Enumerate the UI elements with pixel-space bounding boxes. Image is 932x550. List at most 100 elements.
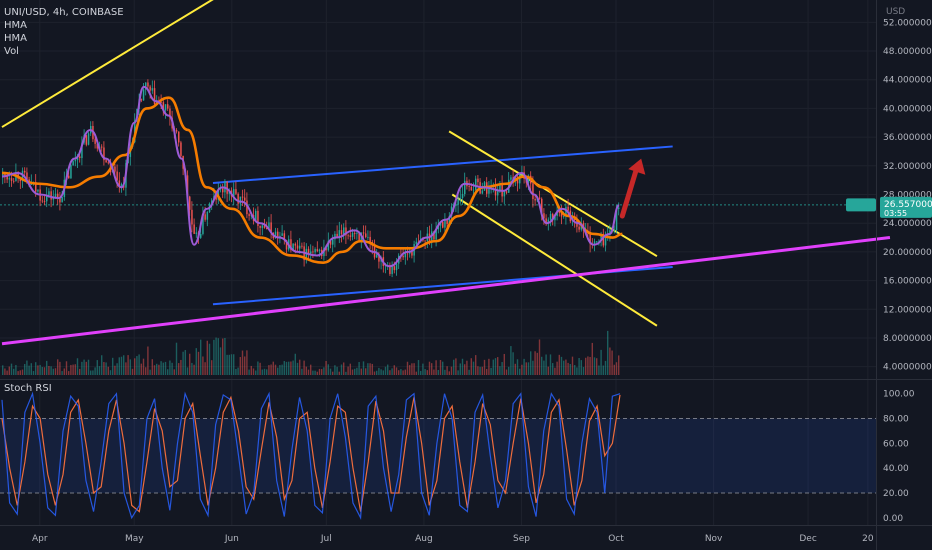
- time-tick-label: May: [125, 534, 144, 544]
- volume-bar: [61, 371, 63, 375]
- candle-body: [85, 135, 88, 145]
- volume-bar: [358, 362, 360, 375]
- volume-bar: [609, 347, 611, 375]
- volume-bar: [437, 369, 439, 375]
- indicator-hma-fast-label[interactable]: HMA: [4, 20, 27, 31]
- volume-bar: [534, 351, 536, 375]
- oscillator-axis[interactable]: 0.00 20.00 40.00 60.00 80.00 100.00: [883, 390, 915, 524]
- candle-body: [200, 233, 202, 238]
- volume-bar: [475, 355, 477, 375]
- volume-bar: [191, 362, 193, 375]
- candle-body: [191, 209, 193, 225]
- candle-body: [268, 222, 270, 230]
- arrow-head: [628, 158, 646, 175]
- volume-bar: [50, 366, 52, 375]
- volume-bar: [490, 367, 492, 375]
- volume-bar: [169, 360, 171, 375]
- candle-body: [343, 227, 345, 235]
- volume-bar: [292, 360, 294, 375]
- candle-body: [180, 142, 182, 156]
- price-tick-label: 40.00000000: [883, 104, 932, 114]
- price-axis[interactable]: 4.00000000 8.00000000 12.00000000 16.000000…: [883, 18, 932, 372]
- candle-body: [604, 237, 607, 246]
- volume-bar: [499, 366, 501, 375]
- stoch-tick-label: 80.00: [883, 415, 909, 425]
- volume-bar: [250, 365, 252, 375]
- candle-body: [613, 230, 616, 231]
- stoch-rsi-label[interactable]: Stoch RSI: [4, 383, 52, 394]
- volume-bar: [431, 363, 433, 375]
- volume-bar: [211, 360, 213, 375]
- candle-body: [618, 207, 620, 209]
- volume-bar: [235, 368, 237, 375]
- volume-bar: [600, 349, 602, 375]
- volume-bar: [30, 363, 32, 375]
- time-tick-label: Jul: [320, 534, 332, 544]
- volume-bar: [189, 353, 191, 375]
- volume-bar: [444, 369, 446, 375]
- volume-bar: [288, 361, 290, 375]
- candle-body: [433, 231, 435, 240]
- volume-bar: [213, 339, 215, 375]
- candle-body: [450, 206, 453, 216]
- volume-bar: [107, 366, 109, 375]
- candle-body: [41, 200, 44, 202]
- indicator-volume-label[interactable]: Vol: [4, 46, 19, 57]
- candle-body: [145, 82, 147, 90]
- volume-bar: [536, 352, 538, 375]
- candle-body: [160, 101, 162, 103]
- volume-bar: [433, 369, 435, 375]
- volume-bar: [505, 369, 508, 375]
- candle-body: [499, 183, 501, 192]
- volume-bar: [57, 359, 59, 375]
- volume-bar: [8, 366, 10, 375]
- candle-body: [547, 219, 550, 224]
- volume-bar: [477, 366, 479, 375]
- volume-bar: [85, 361, 87, 375]
- volume-bar: [312, 370, 314, 375]
- candle-body: [457, 199, 459, 205]
- volume-bar: [552, 363, 554, 375]
- candle-body: [261, 225, 264, 228]
- volume-bar: [131, 368, 134, 375]
- volume-bars: [2, 330, 620, 375]
- candle-body: [534, 199, 536, 201]
- volume-bar: [380, 369, 382, 375]
- candle-body: [332, 239, 334, 245]
- volume-bar: [281, 364, 283, 375]
- candle-body: [338, 230, 341, 239]
- volume-bar: [178, 363, 180, 375]
- candle-body: [178, 131, 180, 143]
- volume-bar: [340, 364, 343, 375]
- volume-bar: [32, 371, 35, 375]
- volume-bar: [136, 356, 138, 375]
- candle-body: [358, 233, 360, 241]
- stoch-tick-label: 60.00: [883, 439, 909, 449]
- candle-body: [395, 263, 398, 271]
- volume-bar: [453, 359, 455, 375]
- time-axis[interactable]: Apr May Jun Jul Aug Sep Oct Nov Dec 20: [32, 534, 874, 544]
- candle-body: [362, 232, 365, 234]
- symbol-title[interactable]: UNI/USD, 4h, COINBASE: [4, 7, 124, 18]
- volume-bar: [384, 366, 387, 375]
- volume-bar: [442, 361, 444, 375]
- currency-label: USD: [886, 7, 905, 17]
- candle-body: [35, 181, 37, 192]
- candle-body: [105, 160, 107, 163]
- candle-body: [307, 248, 310, 254]
- candle-body: [481, 190, 484, 194]
- price-tick-label: 28.00000000: [883, 191, 932, 201]
- volume-bar: [400, 369, 402, 375]
- time-tick-label: Dec: [799, 534, 816, 544]
- volume-bar: [360, 368, 362, 375]
- candle-body: [239, 196, 242, 204]
- volume-bar: [96, 360, 98, 375]
- candle-body: [376, 254, 378, 258]
- candle-body: [442, 222, 444, 228]
- candle-body: [393, 266, 396, 271]
- indicator-hma-slow-label[interactable]: HMA: [4, 33, 27, 44]
- volume-bar: [74, 364, 76, 375]
- volume-bar: [457, 370, 459, 375]
- volume-bar: [338, 371, 340, 375]
